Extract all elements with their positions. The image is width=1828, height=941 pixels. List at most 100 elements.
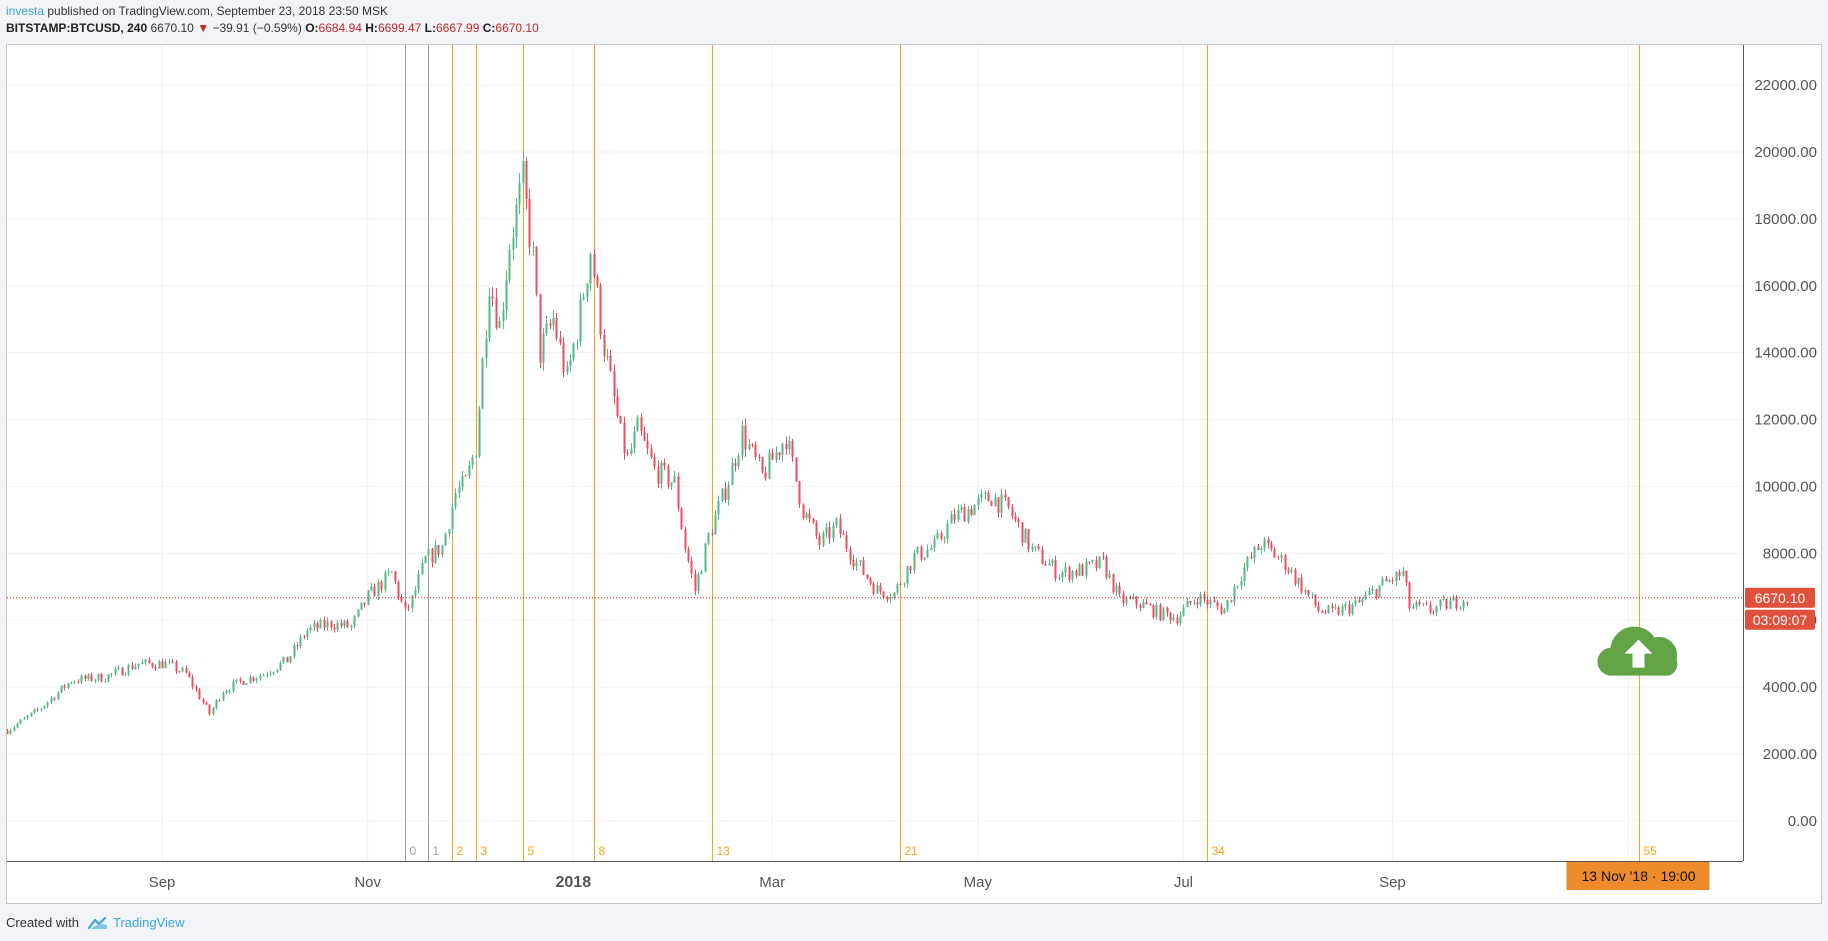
- candle-body: [137, 663, 140, 667]
- candle-body: [788, 440, 791, 450]
- y-tick-label: 0.00: [1788, 813, 1817, 830]
- candle-body: [559, 338, 562, 343]
- candle-body: [43, 705, 46, 709]
- candle-body: [306, 630, 309, 638]
- candle-body: [1388, 580, 1391, 582]
- candle-body: [1442, 598, 1445, 600]
- candle-body: [1085, 561, 1088, 576]
- candle-body: [1233, 587, 1236, 602]
- candle-body: [748, 444, 751, 450]
- candle-body: [886, 597, 889, 600]
- candle-body: [1220, 606, 1223, 614]
- candle-body: [461, 475, 464, 488]
- candle-body: [734, 462, 737, 467]
- candle-body: [454, 492, 457, 508]
- chart-container[interactable]: 0.002000.004000.006000.008000.0010000.00…: [6, 44, 1822, 904]
- x-tick-label: Mar: [759, 874, 785, 891]
- fib-time-label: 2: [457, 844, 464, 858]
- candle-body: [1206, 599, 1209, 605]
- candle-body: [336, 622, 339, 630]
- candle-body: [26, 715, 29, 718]
- candle-body: [46, 702, 49, 706]
- candle-body: [70, 682, 73, 684]
- candle-body: [1048, 563, 1051, 566]
- candle-body: [589, 253, 592, 284]
- candle-body: [552, 317, 555, 326]
- candle-body: [646, 440, 649, 449]
- candle-body: [279, 662, 282, 670]
- candle-body: [869, 578, 872, 584]
- candle-body: [1027, 529, 1030, 550]
- candle-body: [73, 681, 76, 683]
- candle-body: [562, 342, 565, 373]
- candle-body: [1068, 566, 1071, 580]
- candle-body: [1280, 555, 1283, 558]
- candle-body: [795, 457, 798, 482]
- candle-body: [1273, 548, 1276, 558]
- cloud-upload-icon[interactable]: [1597, 626, 1678, 676]
- candle-body: [16, 723, 19, 728]
- candle-body: [650, 448, 653, 458]
- candle-body: [1223, 609, 1226, 614]
- candle-body: [572, 343, 575, 360]
- candle-body: [1445, 598, 1448, 609]
- candle-body: [754, 444, 757, 457]
- candle-body: [1250, 557, 1253, 559]
- candle-body: [1064, 566, 1067, 573]
- candle-body: [80, 675, 83, 683]
- candle-body: [1037, 546, 1040, 549]
- candle-body: [613, 370, 616, 397]
- candle-body: [1361, 599, 1364, 603]
- candle-body: [1334, 607, 1337, 609]
- candle-body: [852, 559, 855, 567]
- candle-body: [950, 514, 953, 524]
- candle-body: [1321, 611, 1324, 613]
- candle-body: [1294, 569, 1297, 584]
- candle-body: [1004, 494, 1007, 498]
- candle-body: [812, 518, 815, 523]
- candle-body: [714, 515, 717, 535]
- candle-body: [309, 627, 312, 631]
- candle-body: [259, 675, 262, 679]
- candle-body: [100, 673, 103, 682]
- candle-body: [53, 697, 56, 700]
- candle-body: [704, 543, 707, 572]
- candle-body: [1095, 560, 1098, 569]
- tradingview-link[interactable]: TradingView: [87, 915, 185, 931]
- candle-body: [448, 529, 451, 534]
- candle-body: [1172, 617, 1175, 621]
- candle-body: [758, 456, 761, 458]
- candle-body: [191, 677, 194, 687]
- candle-body: [1375, 589, 1378, 598]
- candle-body: [909, 566, 912, 571]
- candle-body: [673, 476, 676, 483]
- candle-body: [640, 417, 643, 432]
- last-price-badge-text: 6670.10: [1755, 590, 1806, 606]
- candle-body: [505, 279, 508, 311]
- last-price-badge: [1745, 587, 1815, 608]
- candle-body: [363, 602, 366, 605]
- candle-body: [205, 702, 208, 705]
- candle-body: [333, 627, 336, 630]
- candle-body: [1024, 529, 1027, 543]
- candle-body: [1139, 604, 1142, 608]
- price-chart[interactable]: 0.002000.004000.006000.008000.0010000.00…: [6, 45, 1821, 903]
- candle-body: [532, 246, 535, 248]
- candle-body: [653, 457, 656, 467]
- candle-body: [518, 183, 521, 205]
- candle-body: [855, 562, 858, 567]
- x-tick-label: Sep: [1379, 874, 1406, 891]
- candle-body: [731, 462, 734, 486]
- candle-body: [1348, 604, 1351, 614]
- candle-body: [1341, 606, 1344, 615]
- candle-body: [1287, 570, 1290, 573]
- author-link[interactable]: investa: [6, 4, 45, 18]
- candle-body: [1118, 585, 1121, 594]
- candle-body: [687, 549, 690, 562]
- candle-body: [171, 661, 174, 663]
- candle-body: [1149, 604, 1152, 606]
- candle-body: [967, 508, 970, 522]
- candle-body: [495, 298, 498, 328]
- candle-body: [609, 355, 612, 371]
- candle-body: [1115, 585, 1118, 593]
